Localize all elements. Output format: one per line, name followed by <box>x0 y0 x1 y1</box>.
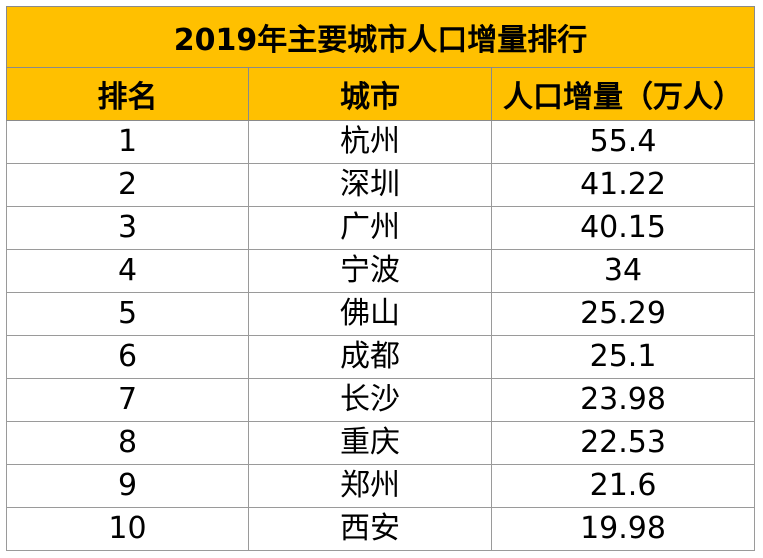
increase-cell[interactable]: 23.98 <box>490 378 756 422</box>
table-row: 7 长沙 23.98 <box>6 378 756 422</box>
increase-cell[interactable]: 22.53 <box>490 421 756 465</box>
rank-cell[interactable]: 10 <box>6 507 249 551</box>
city-cell[interactable]: 佛山 <box>248 292 492 336</box>
table-body: 1 杭州 55.4 2 深圳 41.22 3 广州 40.15 4 宁波 34 … <box>6 120 756 551</box>
table-row: 9 郑州 21.6 <box>6 464 756 508</box>
table-row: 1 杭州 55.4 <box>6 120 756 164</box>
table-row: 2 深圳 41.22 <box>6 163 756 207</box>
table-row: 5 佛山 25.29 <box>6 292 756 336</box>
header-city[interactable]: 城市 <box>248 67 492 121</box>
table-row: 10 西安 19.98 <box>6 507 756 551</box>
rank-cell[interactable]: 2 <box>6 163 249 207</box>
city-cell[interactable]: 成都 <box>248 335 492 379</box>
increase-cell[interactable]: 55.4 <box>490 120 756 164</box>
increase-cell[interactable]: 34 <box>490 249 756 293</box>
rank-cell[interactable]: 8 <box>6 421 249 465</box>
increase-cell[interactable]: 25.29 <box>490 292 756 336</box>
city-cell[interactable]: 重庆 <box>248 421 492 465</box>
increase-cell[interactable]: 21.6 <box>490 464 756 508</box>
population-table: 2019年主要城市人口增量排行 排名 城市 人口增量（万人） 1 杭州 55.4… <box>5 6 756 551</box>
city-cell[interactable]: 西安 <box>248 507 492 551</box>
increase-cell[interactable]: 19.98 <box>490 507 756 551</box>
table-row: 8 重庆 22.53 <box>6 421 756 465</box>
increase-cell[interactable]: 25.1 <box>490 335 756 379</box>
table-row: 6 成都 25.1 <box>6 335 756 379</box>
rank-cell[interactable]: 1 <box>6 120 249 164</box>
rank-cell[interactable]: 6 <box>6 335 249 379</box>
city-cell[interactable]: 郑州 <box>248 464 492 508</box>
city-cell[interactable]: 杭州 <box>248 120 492 164</box>
header-rank[interactable]: 排名 <box>6 67 249 121</box>
rank-cell[interactable]: 5 <box>6 292 249 336</box>
city-cell[interactable]: 广州 <box>248 206 492 250</box>
table-title[interactable]: 2019年主要城市人口增量排行 <box>5 6 756 68</box>
table-row: 3 广州 40.15 <box>6 206 756 250</box>
increase-cell[interactable]: 40.15 <box>490 206 756 250</box>
increase-cell[interactable]: 41.22 <box>490 163 756 207</box>
city-cell[interactable]: 宁波 <box>248 249 492 293</box>
city-cell[interactable]: 深圳 <box>248 163 492 207</box>
rank-cell[interactable]: 3 <box>6 206 249 250</box>
rank-cell[interactable]: 7 <box>6 378 249 422</box>
rank-cell[interactable]: 4 <box>6 249 249 293</box>
header-row: 排名 城市 人口增量（万人） <box>6 67 756 121</box>
table-row: 4 宁波 34 <box>6 249 756 293</box>
city-cell[interactable]: 长沙 <box>248 378 492 422</box>
title-row: 2019年主要城市人口增量排行 <box>5 6 756 68</box>
rank-cell[interactable]: 9 <box>6 464 249 508</box>
header-increase[interactable]: 人口增量（万人） <box>490 67 756 121</box>
